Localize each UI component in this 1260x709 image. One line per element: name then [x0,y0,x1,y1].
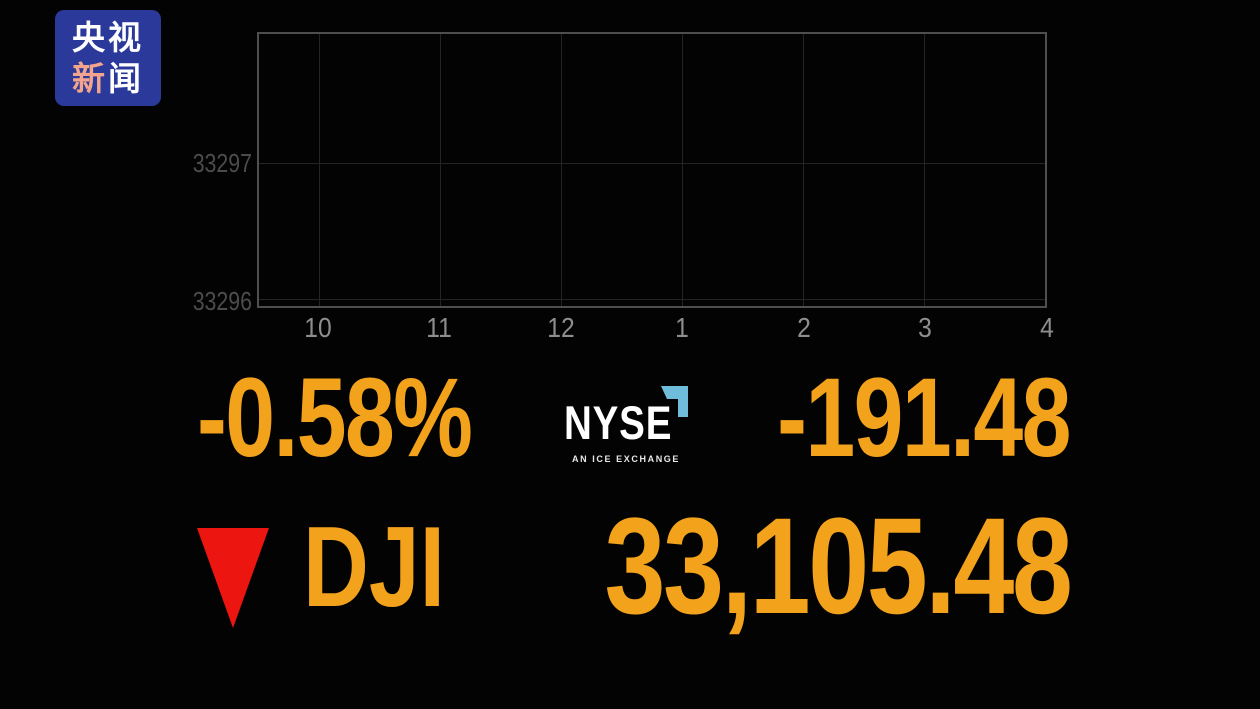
chart-vertical-gridline [319,34,321,306]
cctv-news-logo: 央视 新闻 [55,10,161,106]
chart-vertical-gridline [561,34,563,306]
cctv-logo-char-wen: 闻 [108,60,144,97]
points-change-value: -191.48 [777,355,1071,480]
chart-horizontal-gridline [259,299,1045,301]
chart-y-tick-label: 33296 [192,286,252,317]
nyse-wordmark: NYSE [564,396,673,449]
down-arrow-icon [197,528,269,633]
chart-horizontal-gridline [259,163,1045,165]
cctv-logo-line2: 新闻 [72,58,144,99]
chart-x-tick-label: 12 [547,312,575,343]
nyse-tagline: AN ICE EXCHANGE [571,454,680,464]
nyse-corner-mark-icon [661,386,688,422]
chart-x-tick-label: 2 [797,312,811,343]
last-price-value: 33,105.48 [604,490,1072,643]
chart-x-tick-label: 3 [918,312,933,343]
price-chart [257,32,1047,308]
chart-x-tick-label: 4 [1040,312,1054,343]
cctv-logo-line1: 央视 [72,18,144,56]
chart-vertical-gridline [803,34,805,306]
percent-change-value: -0.58% [197,355,473,480]
ticker-symbol: DJI [303,504,445,631]
chart-vertical-gridline [924,34,926,306]
chart-x-tick-label: 10 [304,312,332,343]
cctv-logo-char-xin: 新 [72,60,108,97]
chart-x-tick-label: 11 [426,312,453,343]
chart-x-tick-label: 1 [675,312,690,343]
chart-vertical-gridline [682,34,684,306]
chart-y-tick-label: 33297 [192,148,252,179]
chart-vertical-gridline [440,34,442,306]
